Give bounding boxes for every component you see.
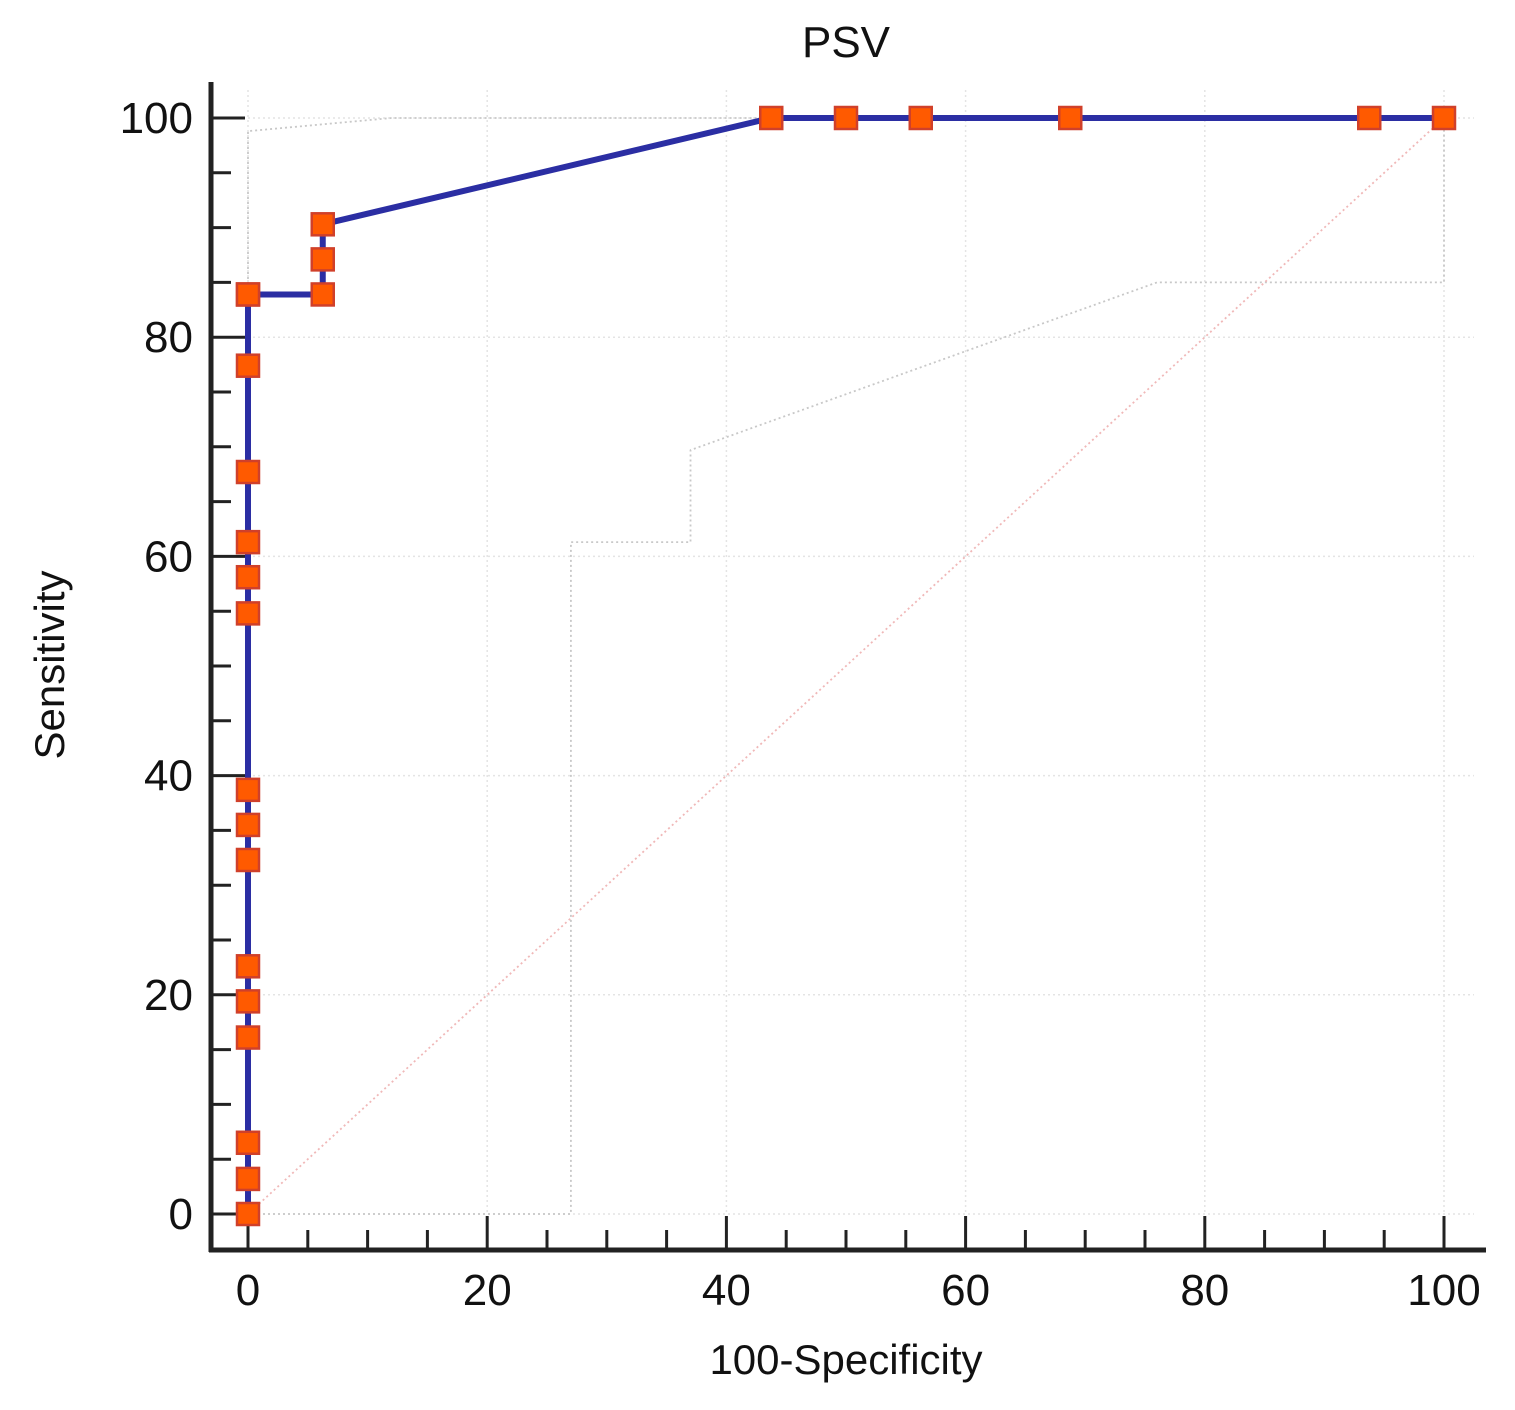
roc-point-8 (235, 777, 261, 803)
y-tick-label-60: 60 (144, 532, 193, 581)
x-axis-title: 100-Specificity (709, 1336, 982, 1383)
roc-point-6 (235, 847, 261, 873)
roc-markers (235, 105, 1457, 1227)
reference-line-group (247, 117, 1445, 1215)
roc-point-11 (235, 529, 261, 555)
roc-point-13 (235, 353, 261, 378)
y-tick-label-0: 0 (169, 1190, 193, 1239)
roc-point-21 (908, 105, 933, 131)
roc-point-1 (235, 1166, 261, 1192)
roc-point-7 (235, 812, 261, 838)
x-tick-label-60: 60 (941, 1266, 990, 1315)
x-tick-label-80: 80 (1180, 1266, 1229, 1315)
roc-point-22 (1058, 105, 1083, 131)
chart-title: PSV (802, 18, 891, 67)
roc-point-4 (235, 989, 261, 1014)
x-tick-label-20: 20 (463, 1266, 512, 1315)
roc-point-9 (235, 601, 261, 626)
roc-point-2 (235, 1130, 261, 1156)
x-tick-label-40: 40 (702, 1266, 751, 1315)
roc-point-24 (1431, 105, 1457, 131)
roc-point-16 (310, 282, 335, 307)
reference-line (247, 117, 1445, 1215)
roc-point-20 (833, 105, 859, 131)
y-tick-label-40: 40 (144, 752, 193, 801)
confidence-line-1 (248, 118, 1445, 1215)
roc-point-5 (235, 954, 261, 979)
roc-point-0 (235, 1201, 261, 1227)
x-tick-label-0: 0 (236, 1266, 260, 1315)
y-tick-label-100: 100 (120, 94, 193, 143)
roc-point-15 (235, 282, 261, 307)
roc-point-3 (235, 1025, 261, 1050)
axis-ticks: 0 20 40 60 80 100 0 20 40 60 80 100 (120, 94, 1481, 1315)
y-axis-title: Sensitivity (26, 570, 73, 759)
roc-point-17 (310, 247, 335, 272)
y-tick-label-20: 20 (144, 971, 193, 1020)
roc-point-23 (1357, 105, 1382, 131)
x-tick-label-100: 100 (1407, 1266, 1480, 1315)
roc-point-10 (235, 564, 261, 590)
roc-point-12 (235, 459, 261, 485)
roc-point-18 (310, 212, 335, 237)
y-tick-label-80: 80 (144, 313, 193, 362)
roc-point-19 (759, 105, 784, 131)
axes (208, 82, 1486, 1253)
